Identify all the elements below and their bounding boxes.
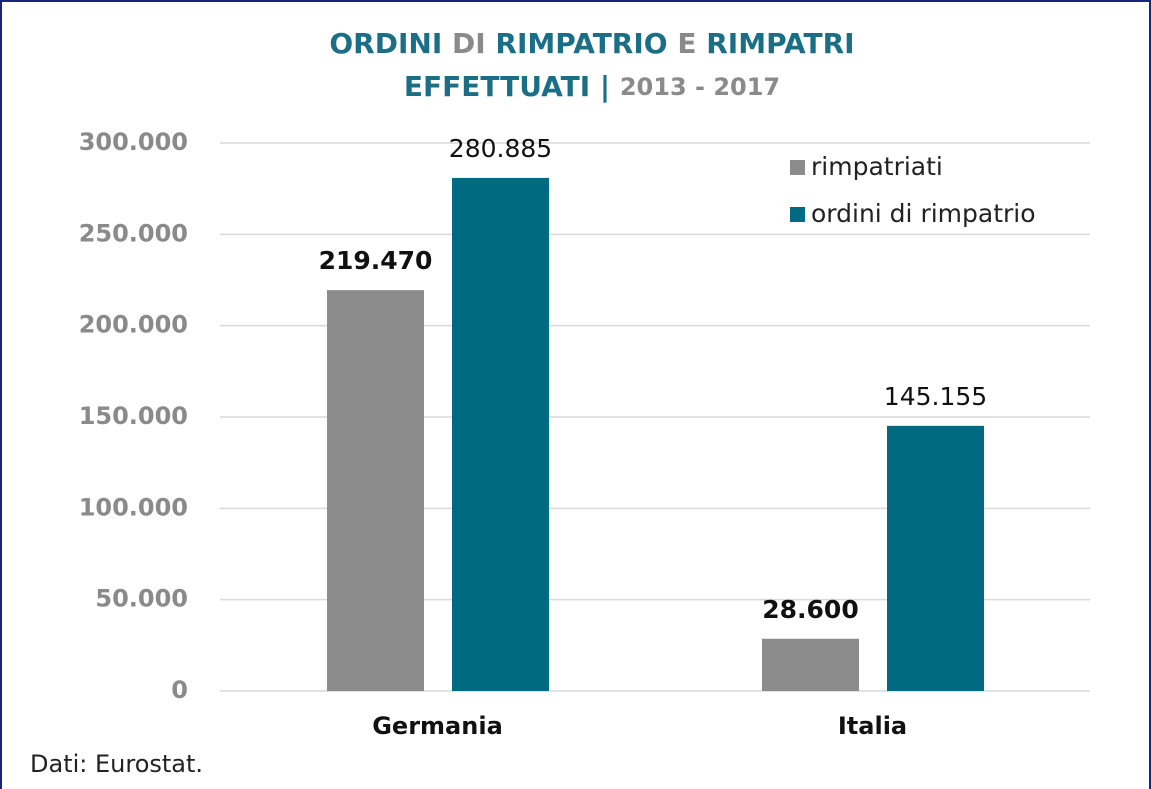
- title-part: E: [677, 27, 696, 60]
- bar: [762, 638, 859, 691]
- x-tick-label: Germania: [372, 712, 503, 740]
- bar: [452, 177, 549, 691]
- x-tick-label: Italia: [838, 712, 907, 740]
- source: Dati: Eurostat.: [30, 750, 203, 778]
- bar: [887, 425, 984, 691]
- value-label: 280.885: [449, 134, 552, 163]
- y-tick-label: 250.000: [79, 219, 188, 247]
- value-label: 28.600: [762, 595, 858, 624]
- legend-swatch: [790, 160, 805, 175]
- y-tick-label: 50.000: [95, 585, 188, 613]
- y-tick-label: 300.000: [79, 128, 188, 156]
- title-part: ORDINI: [329, 27, 442, 60]
- title-part: EFFETTUATI |: [404, 70, 610, 103]
- y-tick-label: 150.000: [79, 402, 188, 430]
- value-label: 219.470: [319, 246, 433, 275]
- bar: [327, 290, 424, 691]
- chart-title: ORDINI DI RIMPATRIO E RIMPATRI: [329, 27, 854, 60]
- chart-title: EFFETTUATI | 2013 - 2017: [404, 70, 780, 103]
- legend-label: rimpatriati: [811, 152, 943, 181]
- legend-swatch: [790, 207, 805, 222]
- title-part: 2013 - 2017: [620, 73, 780, 101]
- title-part: RIMPATRI: [706, 27, 854, 60]
- y-tick-label: 100.000: [79, 493, 188, 521]
- value-label: 145.155: [884, 382, 987, 411]
- y-tick-label: 0: [171, 676, 188, 704]
- title-part: DI: [452, 27, 486, 60]
- y-tick-label: 200.000: [79, 311, 188, 339]
- legend-label: ordini di rimpatrio: [811, 199, 1036, 228]
- title-part: RIMPATRIO: [495, 27, 667, 60]
